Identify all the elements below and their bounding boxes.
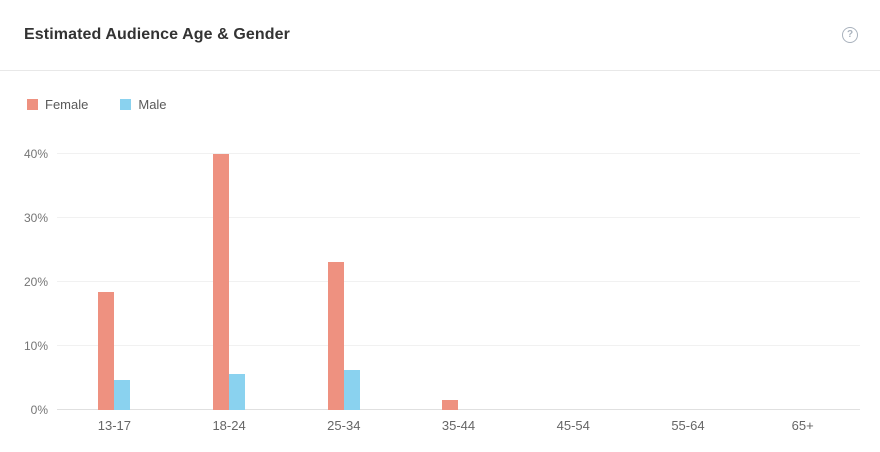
card-title: Estimated Audience Age & Gender bbox=[24, 26, 290, 43]
gridline bbox=[57, 217, 860, 218]
x-tick-label: 25-34 bbox=[327, 418, 361, 433]
bar-male-13-17[interactable] bbox=[114, 379, 131, 410]
gridline bbox=[57, 153, 860, 154]
legend-swatch-female bbox=[27, 99, 38, 110]
bar-group-45-54 bbox=[516, 154, 631, 410]
legend-swatch-male bbox=[120, 99, 132, 110]
bar-group-13-17 bbox=[57, 154, 172, 410]
legend-item-male[interactable]: Male bbox=[120, 97, 167, 112]
bar-group-65+ bbox=[745, 154, 860, 410]
x-tick-label: 18-24 bbox=[212, 418, 246, 433]
x-tick-label: 55-64 bbox=[671, 418, 705, 433]
bar-female-13-17[interactable] bbox=[98, 292, 115, 410]
y-axis: 0% 10% 20% 30% 40% bbox=[0, 147, 48, 417]
gridline bbox=[57, 281, 860, 282]
legend-label: Male bbox=[138, 97, 167, 112]
x-axis: 13-17 18-24 25-34 35-44 45-54 55-64 65+ bbox=[57, 418, 860, 433]
x-tick-label: 13-17 bbox=[97, 418, 131, 433]
bar-male-18-24[interactable] bbox=[229, 374, 246, 410]
bar-female-25-34[interactable] bbox=[327, 262, 344, 410]
help-icon[interactable]: ? bbox=[842, 27, 858, 43]
x-tick-label: 45-54 bbox=[556, 418, 590, 433]
x-axis-line bbox=[57, 409, 860, 410]
y-tick-label: 0% bbox=[30, 403, 48, 417]
legend-label: Female bbox=[45, 97, 89, 112]
bar-female-35-44[interactable] bbox=[442, 400, 459, 410]
header-divider bbox=[0, 70, 880, 71]
bar-group-25-34 bbox=[286, 154, 401, 410]
legend-item-female[interactable]: Female bbox=[27, 97, 88, 112]
bar-group-18-24 bbox=[172, 154, 287, 410]
y-tick-label: 40% bbox=[23, 147, 48, 161]
gridline bbox=[57, 345, 860, 346]
y-tick-label: 20% bbox=[23, 275, 48, 289]
bar-male-25-34[interactable] bbox=[343, 369, 360, 410]
bar-chart: 0% 10% 20% 30% 40% 13-17 18-24 25-34 35-44 45-54… bbox=[0, 147, 880, 444]
card-header: Estimated Audience Age & Gender ? bbox=[0, 0, 880, 70]
x-tick-label: 65+ bbox=[791, 418, 814, 433]
y-tick-label: 30% bbox=[23, 211, 48, 225]
x-tick-label: 35-44 bbox=[441, 418, 476, 433]
legend: Female Male bbox=[27, 97, 167, 112]
bar-female-18-24[interactable] bbox=[213, 154, 230, 410]
bar-group-55-64 bbox=[631, 154, 746, 410]
y-tick-label: 10% bbox=[23, 339, 48, 353]
bar-group-35-44 bbox=[401, 154, 516, 410]
plot-area bbox=[57, 153, 860, 410]
